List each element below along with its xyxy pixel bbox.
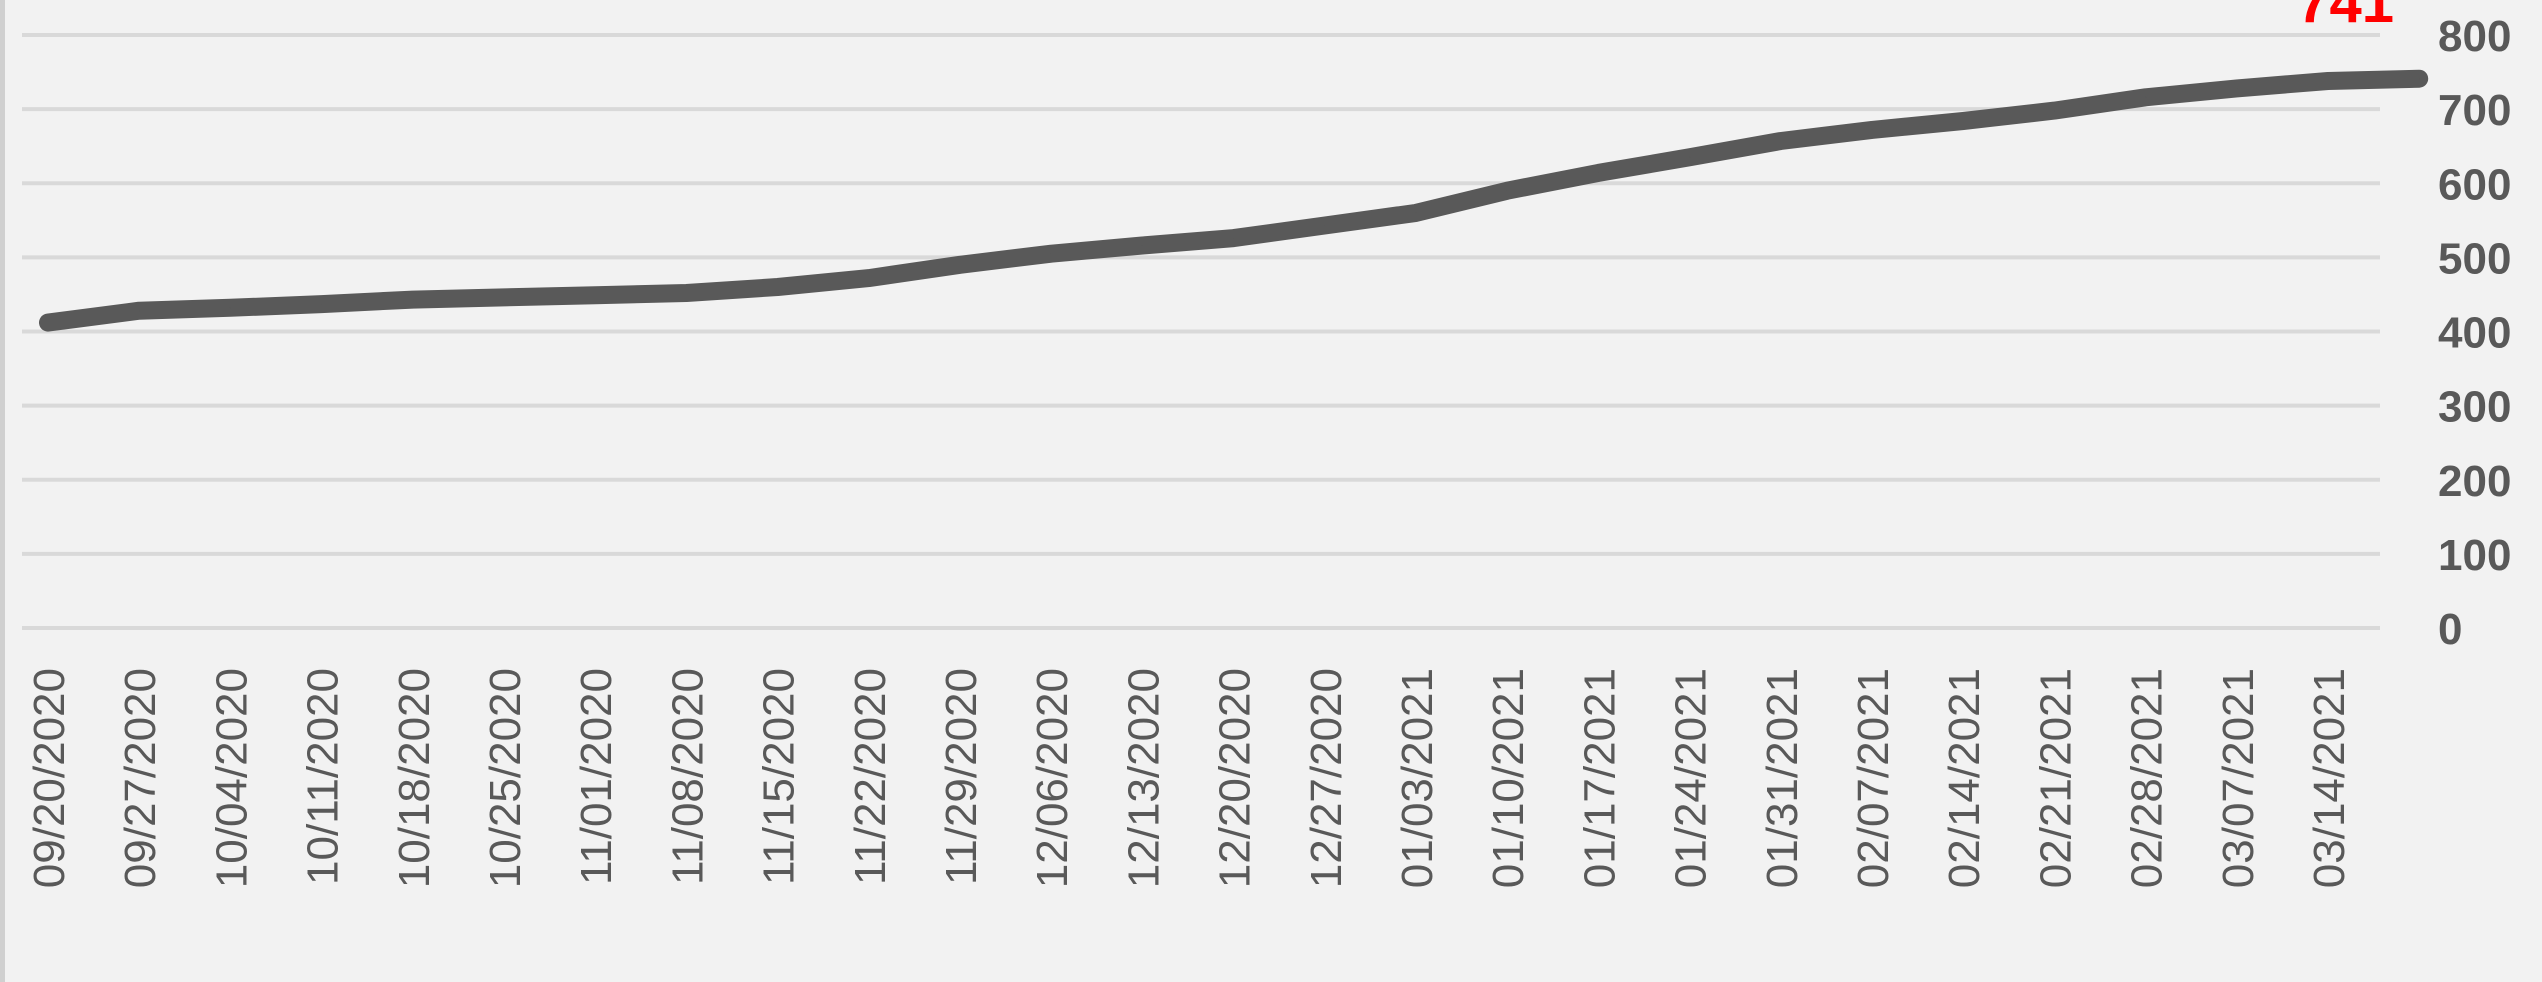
data-point [412,299,414,301]
data-point [1415,212,1417,214]
x-tick-label: 10/11/2020 [299,668,348,885]
x-tick-label: 11/22/2020 [846,668,895,885]
data-point [1050,253,1052,255]
data-point [777,286,779,288]
series-line-0 [39,69,2429,332]
x-tick-label: 10/25/2020 [481,668,530,888]
x-tick-label: 12/20/2020 [1211,668,1260,888]
data-point [1506,190,1508,192]
x-tick-label: 10/04/2020 [207,668,256,888]
x-tick-label: 12/27/2020 [1302,668,1351,888]
x-tick-label: 09/20/2020 [25,668,74,888]
data-point [321,303,323,305]
y-tick-label: 400 [2438,309,2511,358]
x-tick-label: 01/10/2021 [1484,668,1533,888]
data-point [685,292,687,294]
data-point [868,277,870,279]
data-point [959,264,961,266]
data-point [1962,120,1964,122]
data-point [2145,96,2147,98]
x-axis-ticks: 09/20/2020 09/27/2020 10/04/2020 10/11/2020… [25,668,2354,888]
x-tick-label: 02/14/2021 [1940,668,1989,888]
data-point [2327,80,2329,82]
x-tick-label: 02/21/2021 [2031,668,2080,888]
data-point [229,307,231,309]
data-point [1780,140,1782,142]
series-group [39,69,2429,332]
x-tick-label: 01/31/2021 [1758,668,1807,888]
left-border [0,0,5,982]
gridlines [22,33,2380,630]
x-tick-label: 03/07/2021 [2214,668,2263,888]
y-tick-label: 500 [2438,234,2511,283]
data-point [2236,87,2238,89]
y-tick-label: 0 [2438,605,2462,654]
y-tick-label: 100 [2438,531,2511,580]
data-point [1689,156,1691,158]
data-point [503,296,505,298]
x-tick-label: 10/18/2020 [390,668,439,888]
data-point [1324,225,1326,227]
data-point [1597,172,1599,174]
y-axis-ticks: 0 100 200 300 400 500 600 700 800 [2438,12,2511,654]
x-tick-label: 01/03/2021 [1393,668,1442,888]
x-tick-label: 09/27/2020 [116,668,165,888]
y-tick-label: 600 [2438,160,2511,209]
data-point [594,294,596,296]
x-tick-label: 01/24/2021 [1667,668,1716,888]
data-point [1141,245,1143,247]
x-tick-label: 12/13/2020 [1119,668,1168,888]
x-tick-label: 11/01/2020 [572,668,621,885]
x-tick-label: 03/14/2021 [2305,668,2354,888]
data-point [1871,129,1873,131]
x-tick-label: 11/29/2020 [937,668,986,885]
data-point [2418,78,2420,80]
data-point [2053,110,2055,112]
last-value-annotation: 741 [2297,0,2394,35]
y-tick-label: 800 [2438,12,2511,61]
y-tick-label: 700 [2438,86,2511,135]
data-point [1233,237,1235,239]
x-tick-label: 11/15/2020 [755,668,804,885]
x-tick-label: 01/17/2021 [1575,668,1624,888]
x-tick-label: 02/07/2021 [1849,668,1898,888]
y-tick-label: 300 [2438,383,2511,432]
data-point [138,310,140,312]
data-point [47,322,49,324]
x-tick-label: 11/08/2020 [663,668,712,885]
x-tick-label: 02/28/2021 [2123,668,2172,888]
x-tick-label: 12/06/2020 [1028,668,1077,888]
y-tick-label: 200 [2438,457,2511,506]
